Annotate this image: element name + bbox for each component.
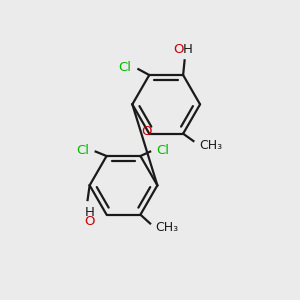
Text: CH₃: CH₃ bbox=[155, 221, 178, 234]
Text: O: O bbox=[173, 43, 184, 56]
Text: CH₃: CH₃ bbox=[199, 139, 222, 152]
Text: H: H bbox=[85, 206, 94, 219]
Text: Cl: Cl bbox=[118, 61, 132, 74]
Text: O: O bbox=[141, 125, 152, 138]
Text: Cl: Cl bbox=[76, 144, 89, 157]
Text: Cl: Cl bbox=[156, 144, 169, 157]
Text: O: O bbox=[84, 215, 95, 228]
Text: H: H bbox=[183, 43, 193, 56]
